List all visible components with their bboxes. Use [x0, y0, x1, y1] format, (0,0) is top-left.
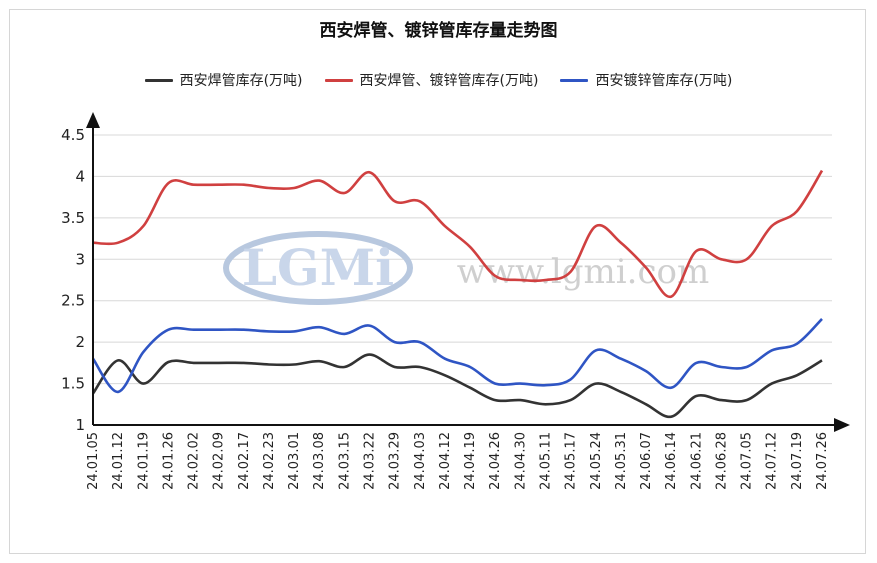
legend-swatch-welded-pipe — [144, 78, 173, 82]
legend-label-galvanized-pipe: 西安镀锌管库存(万吨) — [595, 73, 733, 89]
x-tick-label: 24.07.05 — [740, 432, 755, 490]
x-tick-label: 24.05.24 — [589, 432, 604, 490]
y-tick-label: 4.5 — [61, 126, 85, 144]
x-tick-label: 24.01.19 — [136, 432, 151, 490]
x-tick-labels: 24.01.05 24.01.12 24.01.19 24.01.26 24.02.02… — [86, 432, 830, 490]
x-tick-label: 24.06.14 — [664, 432, 679, 490]
axes — [86, 112, 850, 432]
x-tick-label: 24.03.22 — [363, 432, 378, 490]
chart-title: 西安焊管、镀锌管库存量走势图 — [319, 21, 558, 41]
x-tick-label: 24.02.09 — [212, 432, 227, 490]
y-axis-arrow-icon — [86, 112, 100, 128]
x-tick-label: 24.01.26 — [161, 432, 176, 490]
x-tick-label: 24.03.29 — [388, 432, 403, 490]
x-tick-label: 24.05.11 — [538, 432, 553, 490]
x-tick-label: 24.04.03 — [413, 432, 428, 490]
x-tick-label: 24.07.19 — [790, 432, 805, 490]
watermark-site-text: www.lgmi.com — [457, 252, 709, 292]
series-line-2 — [91, 317, 823, 394]
x-tick-label: 24.07.26 — [815, 432, 830, 490]
series-line-0 — [91, 353, 823, 419]
y-tick-label: 2.5 — [61, 292, 85, 310]
legend-item-welded-pipe[interactable]: 西安焊管库存(万吨) — [144, 70, 303, 90]
y-tick-label: 1.5 — [61, 375, 85, 393]
x-tick-label: 24.01.12 — [111, 432, 126, 490]
watermark: LGMi www.lgmi.com — [223, 231, 709, 305]
y-tick-label: 3.5 — [61, 209, 85, 227]
x-tick-label: 24.06.07 — [639, 432, 654, 490]
y-tick-label: 3 — [75, 250, 85, 268]
x-axis-arrow-icon — [834, 418, 850, 432]
y-tick-label: 1 — [75, 416, 85, 434]
x-tick-label: 24.05.31 — [614, 432, 629, 490]
x-tick-label: 24.03.08 — [312, 432, 327, 490]
chart-frame — [9, 9, 866, 554]
legend-swatch-galvanized-pipe — [560, 78, 589, 82]
x-tick-label: 24.03.15 — [337, 432, 352, 490]
legend-swatch-total — [324, 78, 353, 82]
x-tick-label: 24.04.12 — [438, 432, 453, 490]
x-tick-label: 24.02.17 — [237, 432, 252, 490]
legend-item-galvanized-pipe[interactable]: 西安镀锌管库存(万吨) — [560, 70, 732, 90]
x-tick-label: 24.02.23 — [262, 432, 277, 490]
x-tick-label: 24.03.01 — [287, 432, 302, 490]
series-line-1 — [92, 169, 824, 298]
x-tick-label: 24.01.05 — [86, 432, 101, 490]
x-tick-label: 24.04.30 — [513, 432, 528, 490]
legend: 西安焊管库存(万吨) 西安焊管、镀锌管库存(万吨) 西安镀锌管库存(万吨) — [0, 70, 877, 90]
legend-label-total: 西安焊管、镀锌管库存(万吨) — [359, 73, 539, 89]
watermark-logo-ring — [223, 231, 413, 305]
x-tick-label: 24.06.21 — [689, 432, 704, 490]
y-tick-label: 4 — [75, 167, 85, 185]
x-tick-label: 24.02.02 — [187, 432, 202, 490]
series-layer — [91, 169, 824, 419]
y-tick-label: 2 — [75, 333, 85, 351]
watermark-logo-text: LGMi — [242, 238, 394, 297]
legend-label-welded-pipe: 西安焊管库存(万吨) — [179, 73, 303, 89]
x-tick-label: 24.04.26 — [488, 432, 503, 490]
legend-item-total[interactable]: 西安焊管、镀锌管库存(万吨) — [324, 70, 539, 90]
x-tick-label: 24.04.19 — [463, 432, 478, 490]
x-tick-label: 24.06.28 — [714, 432, 729, 490]
y-tick-labels: 1 1.5 2 2.5 3 3.5 4 4.5 — [61, 126, 85, 434]
x-tick-label: 24.07.12 — [765, 432, 780, 490]
x-tick-label: 24.05.17 — [564, 432, 579, 490]
